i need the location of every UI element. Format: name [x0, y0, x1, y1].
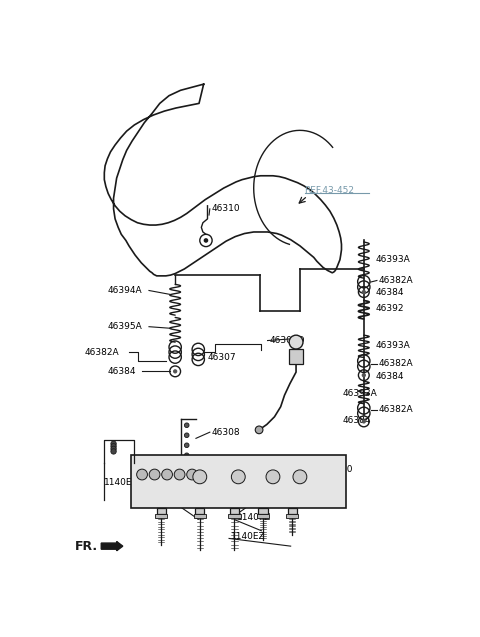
Text: 46384: 46384: [108, 367, 136, 376]
Text: 46382A: 46382A: [378, 359, 413, 368]
Text: 46307D: 46307D: [269, 336, 305, 345]
Bar: [228, 514, 240, 518]
Circle shape: [255, 426, 263, 434]
Bar: [230, 508, 239, 514]
Bar: [257, 514, 269, 518]
Text: 46394A: 46394A: [108, 286, 142, 295]
Circle shape: [293, 470, 307, 483]
Text: 46382A: 46382A: [378, 276, 413, 285]
Bar: [258, 508, 267, 514]
Text: 46393A: 46393A: [342, 389, 377, 398]
Bar: [155, 514, 168, 518]
Circle shape: [266, 470, 280, 483]
Circle shape: [204, 238, 208, 243]
Circle shape: [184, 443, 189, 448]
Bar: [286, 514, 299, 518]
Text: 46382A: 46382A: [84, 348, 119, 357]
Bar: [195, 508, 204, 514]
Polygon shape: [104, 84, 341, 276]
Circle shape: [137, 469, 147, 480]
Text: 1140EW: 1140EW: [255, 496, 293, 505]
Text: REF.43-452: REF.43-452: [304, 186, 355, 195]
Text: 46384: 46384: [375, 372, 404, 381]
Bar: [289, 349, 303, 364]
Text: 1140GE: 1140GE: [175, 496, 211, 505]
Text: 46384: 46384: [342, 416, 371, 425]
Text: 46308: 46308: [211, 427, 240, 437]
Circle shape: [361, 419, 366, 424]
Bar: [288, 508, 297, 514]
Bar: [131, 455, 346, 508]
Circle shape: [361, 373, 366, 377]
Text: 1140EZ: 1140EZ: [230, 532, 265, 541]
Bar: [193, 514, 206, 518]
Circle shape: [162, 469, 172, 480]
Circle shape: [173, 369, 177, 373]
Text: 46310: 46310: [211, 204, 240, 213]
FancyArrow shape: [101, 541, 123, 551]
Circle shape: [289, 335, 303, 349]
Circle shape: [111, 446, 116, 452]
Text: 46392: 46392: [375, 304, 404, 313]
Circle shape: [231, 470, 245, 483]
Text: 46307: 46307: [207, 353, 236, 362]
Text: FR.: FR.: [75, 540, 98, 553]
Circle shape: [193, 470, 207, 483]
Text: 46382A: 46382A: [378, 405, 413, 414]
Circle shape: [184, 423, 189, 427]
Text: 46210: 46210: [324, 464, 353, 474]
Text: 46395A: 46395A: [108, 322, 142, 331]
Circle shape: [149, 469, 160, 480]
Text: 46393A: 46393A: [375, 255, 410, 264]
Text: 46384: 46384: [375, 287, 404, 297]
Circle shape: [111, 448, 116, 454]
Text: 46393A: 46393A: [375, 341, 410, 350]
Circle shape: [174, 469, 185, 480]
Circle shape: [361, 290, 366, 294]
Circle shape: [184, 433, 189, 438]
Circle shape: [187, 469, 197, 480]
Bar: [156, 508, 166, 514]
Circle shape: [111, 441, 116, 447]
Circle shape: [111, 443, 116, 449]
Text: 1140ET: 1140ET: [104, 478, 137, 487]
Circle shape: [184, 453, 189, 457]
Text: 1140FZ: 1140FZ: [237, 513, 271, 522]
